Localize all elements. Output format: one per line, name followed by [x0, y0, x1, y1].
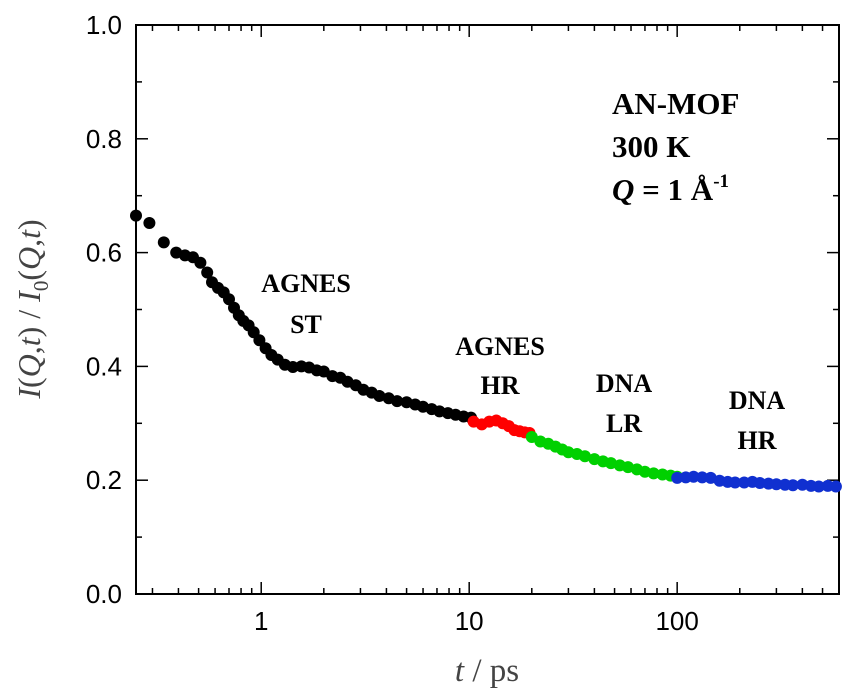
data-point-series-3: [696, 471, 709, 484]
data-point-series-2: [647, 467, 660, 480]
inset-line-2: 300 K: [612, 129, 690, 164]
data-point-series-3: [729, 476, 742, 489]
data-point-series-3: [687, 470, 700, 483]
y-tick-label: 0.2: [86, 465, 122, 495]
data-point-series-3: [786, 479, 799, 492]
y-axis-m2: ) /: [11, 302, 47, 338]
y-tick-label: 0.0: [86, 579, 122, 609]
y-tick-label: 1.0: [86, 10, 122, 40]
inset-q-var: Q: [612, 172, 634, 207]
data-point-series-3: [753, 477, 766, 489]
y-axis-i2: I: [11, 290, 47, 303]
y-axis-m3: (: [11, 270, 47, 281]
y-axis-q1: Q: [11, 354, 47, 377]
y-tick-label: 0.4: [86, 351, 122, 381]
label-agnes-st-2: ST: [290, 310, 322, 339]
data-point-series-0: [286, 361, 299, 373]
data-point-series-3: [829, 480, 842, 493]
inset-q-eq: = 1 Å: [634, 172, 713, 207]
x-tick-label: 10: [455, 606, 484, 636]
data-point-series-3: [812, 480, 825, 493]
x-axis-title: t / ps: [455, 653, 519, 689]
label-agnes-hr-2: HR: [481, 371, 520, 400]
label-dna-lr-1: DNA: [596, 369, 653, 398]
y-axis-t1: t: [11, 336, 47, 346]
y-axis-m4: ): [11, 219, 47, 230]
inset-q-exp: -1: [713, 171, 729, 192]
data-point-series-0: [157, 236, 170, 249]
data-point-series-0: [130, 209, 142, 222]
y-axis-title: I(Q,t) / I0(Q,t): [11, 219, 53, 399]
data-point-series-3: [770, 478, 783, 491]
label-dna-lr-2: LR: [606, 409, 642, 438]
tick-labels: 0.0 0.2 0.4 0.6 0.8 1.0 1 10 100: [86, 10, 699, 636]
y-axis-i1: I: [11, 387, 47, 400]
data-points: [130, 209, 842, 493]
x-tick-label: 1: [254, 606, 268, 636]
y-tick-label: 0.8: [86, 124, 122, 154]
y-axis-q2: Q: [11, 247, 47, 270]
label-agnes-hr-1: AGNES: [455, 332, 545, 361]
label-dna-hr-1: DNA: [729, 386, 786, 415]
label-dna-hr-2: HR: [738, 426, 777, 455]
data-point-series-0: [391, 395, 404, 408]
inset-line-1: AN-MOF: [612, 86, 739, 121]
data-point-series-2: [578, 450, 591, 463]
data-point-series-0: [201, 266, 214, 279]
data-point-series-3: [671, 471, 684, 484]
y-tick-label: 0.6: [86, 238, 122, 268]
x-axis-var: t: [455, 653, 465, 689]
inset-line-3: Q = 1 Å-1: [612, 171, 729, 207]
data-point-series-0: [373, 390, 386, 402]
y-axis-c1: ,: [11, 346, 47, 354]
data-point-series-0: [143, 217, 156, 229]
x-axis-unit: / ps: [464, 653, 519, 689]
label-agnes-st-1: AGNES: [261, 269, 351, 298]
y-axis-m1: (: [11, 377, 47, 388]
y-axis-c2: ,: [11, 239, 47, 247]
data-point-series-0: [194, 256, 207, 269]
y-axis-sub: 0: [29, 281, 53, 292]
x-tick-label: 100: [655, 606, 698, 636]
y-axis-t2: t: [11, 229, 47, 239]
